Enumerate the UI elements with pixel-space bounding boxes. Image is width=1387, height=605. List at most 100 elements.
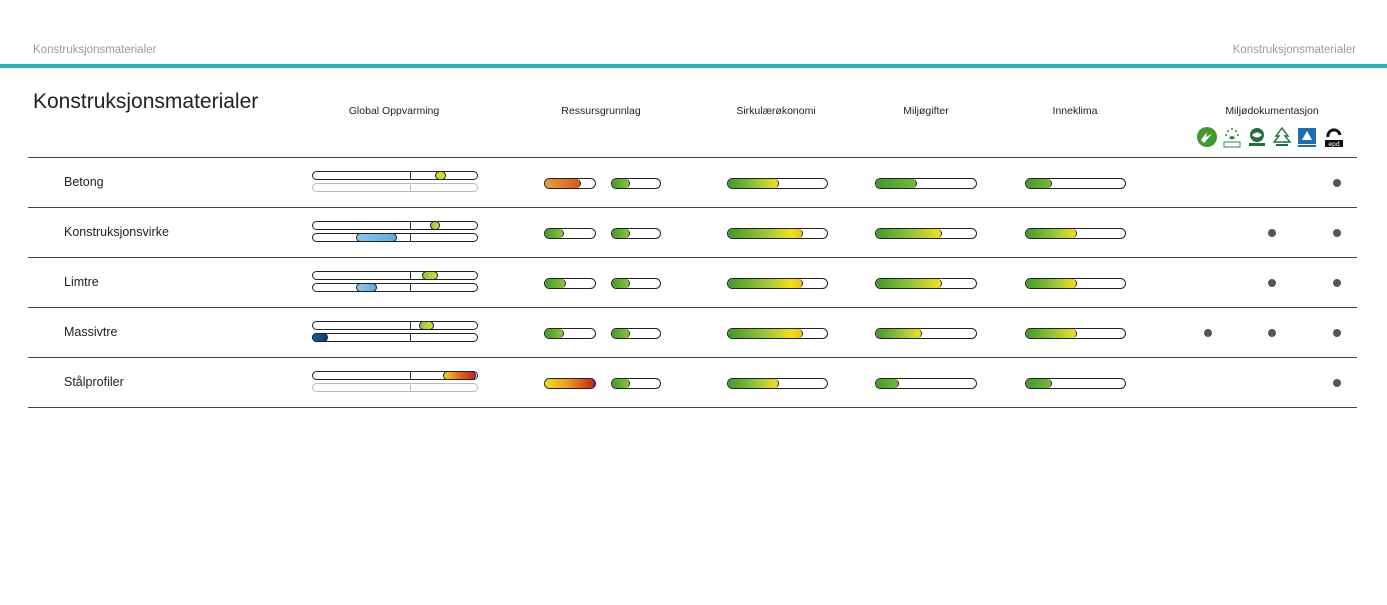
ressurs-fill: [612, 379, 630, 388]
ressurs-bar: [611, 328, 661, 339]
row-divider: [28, 307, 1357, 308]
ressurs-bar: [544, 178, 596, 189]
inneklima-fill: [1026, 229, 1077, 238]
row-divider: [28, 207, 1357, 208]
fsc-icon: [1271, 126, 1293, 148]
global-track-positive: [312, 271, 478, 280]
row-divider: [28, 257, 1357, 258]
documentation-dot: [1333, 329, 1341, 337]
inneklima-bar: [1025, 228, 1126, 239]
global-track-positive: [312, 321, 478, 330]
sirkulaer-bar: [727, 278, 828, 289]
global-positive-segment: [419, 321, 434, 330]
row-label: Limtre: [64, 275, 99, 289]
ressurs-fill: [612, 279, 630, 288]
global-track-negative: [312, 333, 478, 342]
sirkulaer-fill: [728, 379, 779, 388]
global-center-divider: [410, 271, 411, 280]
column-header-miljodokumentasjon: Miljødokumentasjon: [1225, 105, 1319, 117]
sirkulaer-fill: [728, 329, 803, 338]
sirkulaer-bar: [727, 228, 828, 239]
ressurs-fill: [612, 229, 630, 238]
documentation-dot: [1204, 329, 1212, 337]
row-label: Betong: [64, 175, 104, 189]
global-track-positive: [312, 371, 478, 380]
documentation-dot: [1268, 229, 1276, 237]
ressurs-bar: [611, 378, 661, 389]
header-left-label: Konstruksjonsmaterialer: [33, 44, 157, 56]
pefc-icon: [1246, 126, 1268, 148]
inneklima-bar: [1025, 278, 1126, 289]
sirkulaer-fill: [728, 279, 803, 288]
ressurs-bar: [611, 178, 661, 189]
global-center-divider: [410, 233, 411, 242]
miljogifter-fill: [876, 179, 917, 188]
sirkulaer-bar: [727, 328, 828, 339]
header-right-label: Konstruksjonsmaterialer: [1232, 44, 1356, 56]
miljogifter-bar: [875, 328, 977, 339]
ressurs-fill: [545, 179, 581, 188]
global-positive-segment: [422, 271, 438, 280]
inneklima-bar: [1025, 178, 1126, 189]
ressurs-bar: [544, 278, 596, 289]
documentation-dot: [1333, 379, 1341, 387]
ressurs-bar: [611, 228, 661, 239]
header-divider: [0, 64, 1387, 68]
svg-text:epd: epd: [1328, 141, 1340, 148]
nordic-swan-icon: [1196, 126, 1218, 148]
inneklima-fill: [1026, 179, 1052, 188]
global-positive-segment: [443, 371, 476, 380]
column-header-global-oppvarming: Global Oppvarming: [348, 105, 440, 117]
global-center-divider: [410, 321, 411, 330]
ressurs-bar: [544, 328, 596, 339]
global-center-divider: [410, 221, 411, 230]
global-center-divider: [410, 371, 411, 380]
ressurs-fill: [545, 379, 595, 388]
global-negative-segment: [356, 283, 377, 292]
global-positive-segment: [435, 171, 446, 180]
inneklima-bar: [1025, 328, 1126, 339]
documentation-dot: [1268, 279, 1276, 287]
global-track-negative: [312, 283, 478, 292]
miljogifter-fill: [876, 279, 942, 288]
miljogifter-fill: [876, 379, 899, 388]
sirkulaer-fill: [728, 179, 779, 188]
miljogifter-fill: [876, 229, 942, 238]
miljogifter-bar: [875, 228, 977, 239]
ressurs-bar: [544, 378, 596, 389]
ressurs-fill: [545, 329, 564, 338]
global-center-divider: [410, 171, 411, 180]
inneklima-bar: [1025, 378, 1126, 389]
epd-icon: epd: [1323, 126, 1345, 148]
miljogifter-bar: [875, 278, 977, 289]
ressurs-fill: [545, 279, 566, 288]
ressurs-fill: [612, 329, 630, 338]
ressurs-bar: [611, 278, 661, 289]
global-negative-segment: [356, 233, 397, 242]
global-positive-segment: [430, 221, 440, 230]
global-track-positive: [312, 171, 478, 180]
svanen-fi-icon: [1296, 126, 1318, 148]
column-header-inneklima: Inneklima: [1052, 105, 1098, 117]
row-divider: [28, 357, 1357, 358]
column-header-ressursgrunnlag: Ressursgrunnlag: [561, 105, 641, 117]
documentation-dot: [1268, 329, 1276, 337]
miljogifter-bar: [875, 378, 977, 389]
global-center-divider: [410, 283, 411, 292]
documentation-dot: [1333, 229, 1341, 237]
eu-ecolabel-icon: [1221, 126, 1243, 148]
row-divider: [28, 407, 1357, 408]
certification-logos: epd: [1196, 126, 1348, 150]
table-top-rule: [28, 157, 1357, 158]
miljogifter-bar: [875, 178, 977, 189]
inneklima-fill: [1026, 279, 1077, 288]
sirkulaer-bar: [727, 178, 828, 189]
page-title: Konstruksjonsmaterialer: [33, 90, 259, 113]
global-track-positive: [312, 221, 478, 230]
global-track-negative: [312, 183, 478, 192]
row-label: Konstruksjonsvirke: [64, 225, 169, 239]
column-header-miljogifter: Miljøgifter: [903, 105, 949, 117]
sirkulaer-fill: [728, 229, 803, 238]
row-label: Stålprofiler: [64, 375, 124, 389]
miljogifter-fill: [876, 329, 922, 338]
